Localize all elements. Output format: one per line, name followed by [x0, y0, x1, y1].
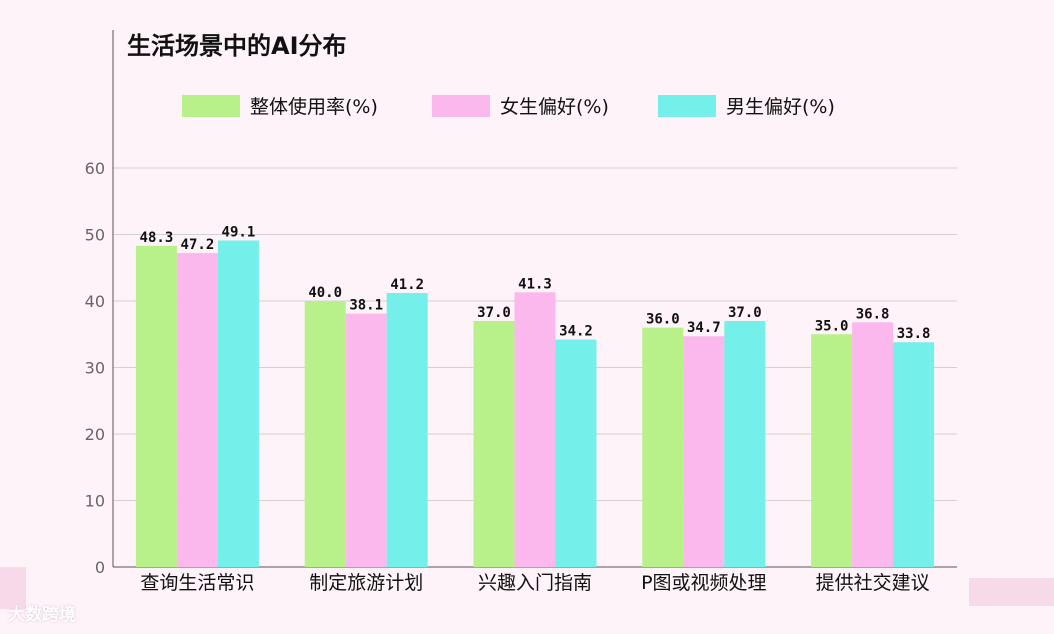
bar-2-5 [852, 322, 894, 567]
data-label-1-2: 40.0 [308, 285, 342, 301]
bar-3-4 [724, 320, 766, 567]
data-label-3-5: 33.8 [897, 326, 931, 342]
data-label-3-2: 41.2 [390, 277, 424, 293]
x-tick-label-3: 兴趣入门指南 [478, 572, 592, 594]
data-label-2-5: 36.8 [856, 306, 890, 322]
bar-2-3 [514, 292, 556, 567]
chart-title: 生活场景中的AI分布 [127, 32, 347, 60]
data-label-1-5: 35.0 [815, 318, 849, 334]
x-tick-label-4: P图或视频处理 [641, 572, 766, 594]
legend-label-1: 整体使用率(%) [250, 96, 378, 118]
data-label-3-1: 49.1 [222, 224, 256, 240]
legend-label-2: 女生偏好(%) [500, 96, 609, 118]
y-tick-label-40: 40 [85, 292, 105, 311]
bar-1-2 [304, 301, 346, 567]
bar-3-1 [217, 240, 259, 568]
x-tick-label-5: 提供社交建议 [816, 572, 930, 594]
data-label-3-4: 37.0 [728, 305, 762, 321]
data-label-2-1: 47.2 [181, 237, 215, 253]
data-label-1-4: 36.0 [646, 312, 680, 328]
decorative-block-left [0, 567, 26, 609]
legend-swatch-1 [182, 95, 240, 117]
decorative-block-right [969, 578, 1054, 606]
y-tick-label-0: 0 [95, 558, 105, 577]
y-tick-label-30: 30 [85, 359, 105, 378]
legend-label-3: 男生偏好(%) [726, 96, 835, 118]
bar-2-4 [683, 336, 725, 567]
data-label-2-2: 38.1 [349, 298, 383, 314]
data-label-2-3: 41.3 [518, 276, 552, 292]
bar-2-2 [345, 313, 387, 567]
bar-3-5 [893, 342, 935, 567]
legend-swatch-3 [658, 95, 716, 117]
watermark-text: 大数跨境 [8, 605, 76, 625]
y-tick-label-50: 50 [85, 226, 105, 245]
legend-swatch-2 [432, 95, 490, 117]
bar-1-3 [473, 320, 515, 567]
x-tick-label-1: 查询生活常识 [140, 572, 254, 594]
x-tick-label-2: 制定旅游计划 [309, 572, 423, 594]
y-tick-label-60: 60 [85, 159, 105, 178]
bar-1-4 [642, 327, 684, 567]
y-tick-label-10: 10 [85, 492, 105, 511]
data-label-2-4: 34.7 [687, 320, 721, 336]
data-label-1-3: 37.0 [477, 305, 511, 321]
data-label-3-3: 34.2 [559, 324, 593, 340]
data-label-1-1: 48.3 [140, 230, 174, 246]
bar-3-2 [386, 293, 428, 567]
bar-1-5 [811, 334, 853, 567]
bar-3-3 [555, 339, 597, 567]
bar-2-1 [176, 253, 218, 567]
bar-1-1 [135, 245, 177, 567]
y-tick-label-20: 20 [85, 425, 105, 444]
